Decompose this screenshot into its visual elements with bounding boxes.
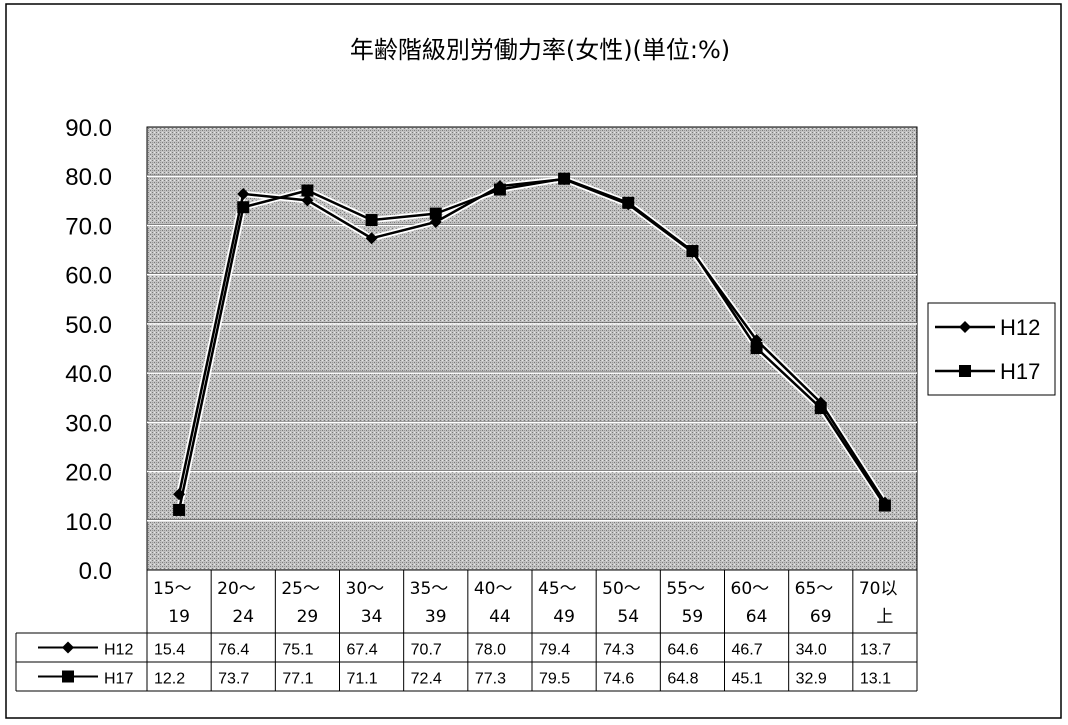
y-tick-label: 30.0 — [65, 410, 112, 437]
table-cell-value: 73.7 — [218, 671, 249, 688]
x-category-label-line2: 39 — [425, 607, 447, 627]
table-cell-value: 78.0 — [475, 642, 506, 659]
x-category-label-line1: 45～ — [538, 579, 577, 599]
table-series-name: H12 — [104, 642, 133, 659]
data-point-h17 — [429, 207, 442, 220]
table-cell-value: 71.1 — [347, 671, 378, 688]
table-cell-value: 70.7 — [411, 642, 442, 659]
y-tick-label: 70.0 — [65, 213, 112, 240]
data-point-h17 — [622, 196, 635, 209]
x-category-label-line1: 70以 — [859, 579, 898, 599]
x-category-label-line1: 25～ — [281, 579, 320, 599]
x-category-label-line2: 29 — [297, 607, 319, 627]
legend-label: H17 — [1000, 359, 1040, 384]
x-category-label-line2: 19 — [168, 607, 190, 627]
table-legend-key-marker — [62, 670, 74, 683]
table-cell-value: 64.8 — [667, 671, 698, 688]
y-tick-label: 90.0 — [65, 115, 112, 142]
table-cell-value: 46.7 — [732, 642, 763, 659]
table-cell-value: 64.6 — [667, 642, 698, 659]
data-point-h17 — [365, 214, 378, 227]
x-category-label-line2: 24 — [232, 607, 254, 627]
data-point-h12 — [237, 187, 250, 200]
table-cell-value: 15.4 — [154, 642, 185, 659]
x-category-label-line2: 59 — [682, 607, 704, 627]
table-cell-value: 74.3 — [603, 642, 634, 659]
x-category-label-line2: 69 — [810, 607, 832, 627]
x-category-label-line1: 35～ — [410, 579, 449, 599]
table-cell-value: 76.4 — [218, 642, 249, 659]
legend-key-marker — [959, 365, 971, 377]
x-category-label-line2: 44 — [489, 607, 511, 627]
y-tick-label: 20.0 — [65, 460, 112, 487]
series-line-h17 — [177, 177, 886, 511]
table-cell-value: 67.4 — [347, 642, 378, 659]
data-point-h12 — [173, 488, 186, 501]
y-tick-label: 0.0 — [79, 558, 112, 585]
data-point-h17 — [237, 201, 250, 214]
legend-box — [927, 302, 1056, 396]
table-cell-value: 12.2 — [154, 671, 185, 688]
data-point-h17 — [878, 499, 891, 512]
x-category-label-line1: 15～ — [153, 579, 192, 599]
data-point-h17 — [686, 245, 699, 258]
table-legend-key-marker — [62, 641, 74, 654]
data-point-h17 — [558, 172, 571, 185]
x-category-label-line2: 64 — [746, 607, 768, 627]
x-category-label-line2: 49 — [553, 607, 575, 627]
table-cell-value: 45.1 — [732, 671, 763, 688]
table-cell-value: 77.3 — [475, 671, 506, 688]
data-point-h12 — [365, 232, 378, 245]
x-category-label-line1: 55～ — [666, 579, 705, 599]
series-line-h12 — [177, 177, 886, 504]
table-cell-value: 32.9 — [796, 671, 827, 688]
x-category-label-line1: 40～ — [474, 579, 513, 599]
y-tick-label: 50.0 — [65, 312, 112, 339]
table-cell-value: 34.0 — [796, 642, 827, 659]
table-cell-value: 72.4 — [411, 671, 442, 688]
data-point-h17 — [814, 402, 827, 415]
table-cell-value: 79.4 — [539, 642, 570, 659]
data-point-h12 — [301, 194, 314, 207]
y-tick-label: 80.0 — [65, 164, 112, 191]
x-category-label-line1: 60～ — [731, 579, 770, 599]
data-point-h17 — [750, 342, 763, 355]
table-cell-value: 79.5 — [539, 671, 570, 688]
x-category-label-line2: 34 — [361, 607, 383, 627]
y-tick-label: 40.0 — [65, 361, 112, 388]
chart-title: 年齢階級別労働力率(女性)(単位:%) — [350, 36, 730, 64]
table-cell-value: 77.1 — [282, 671, 313, 688]
table-cell-value: 13.1 — [860, 671, 891, 688]
data-point-h17 — [173, 503, 186, 516]
x-category-label-line1: 50～ — [602, 579, 641, 599]
table-cell-value: 13.7 — [860, 642, 891, 659]
table-cell-value: 75.1 — [282, 642, 313, 659]
y-tick-label: 10.0 — [65, 509, 112, 536]
x-category-label-line1: 65～ — [795, 579, 834, 599]
x-category-label-line1: 30～ — [346, 579, 385, 599]
table-cell-value: 74.6 — [603, 671, 634, 688]
legend-key-marker — [959, 321, 971, 333]
x-category-label-line2: 54 — [617, 607, 639, 627]
x-category-label-line2: 上 — [876, 607, 893, 627]
table-series-name: H17 — [104, 671, 133, 688]
y-tick-label: 60.0 — [65, 263, 112, 290]
data-point-h17 — [301, 184, 314, 197]
data-point-h17 — [493, 183, 506, 196]
legend-label: H12 — [1000, 315, 1040, 340]
x-category-label-line1: 20～ — [217, 579, 256, 599]
